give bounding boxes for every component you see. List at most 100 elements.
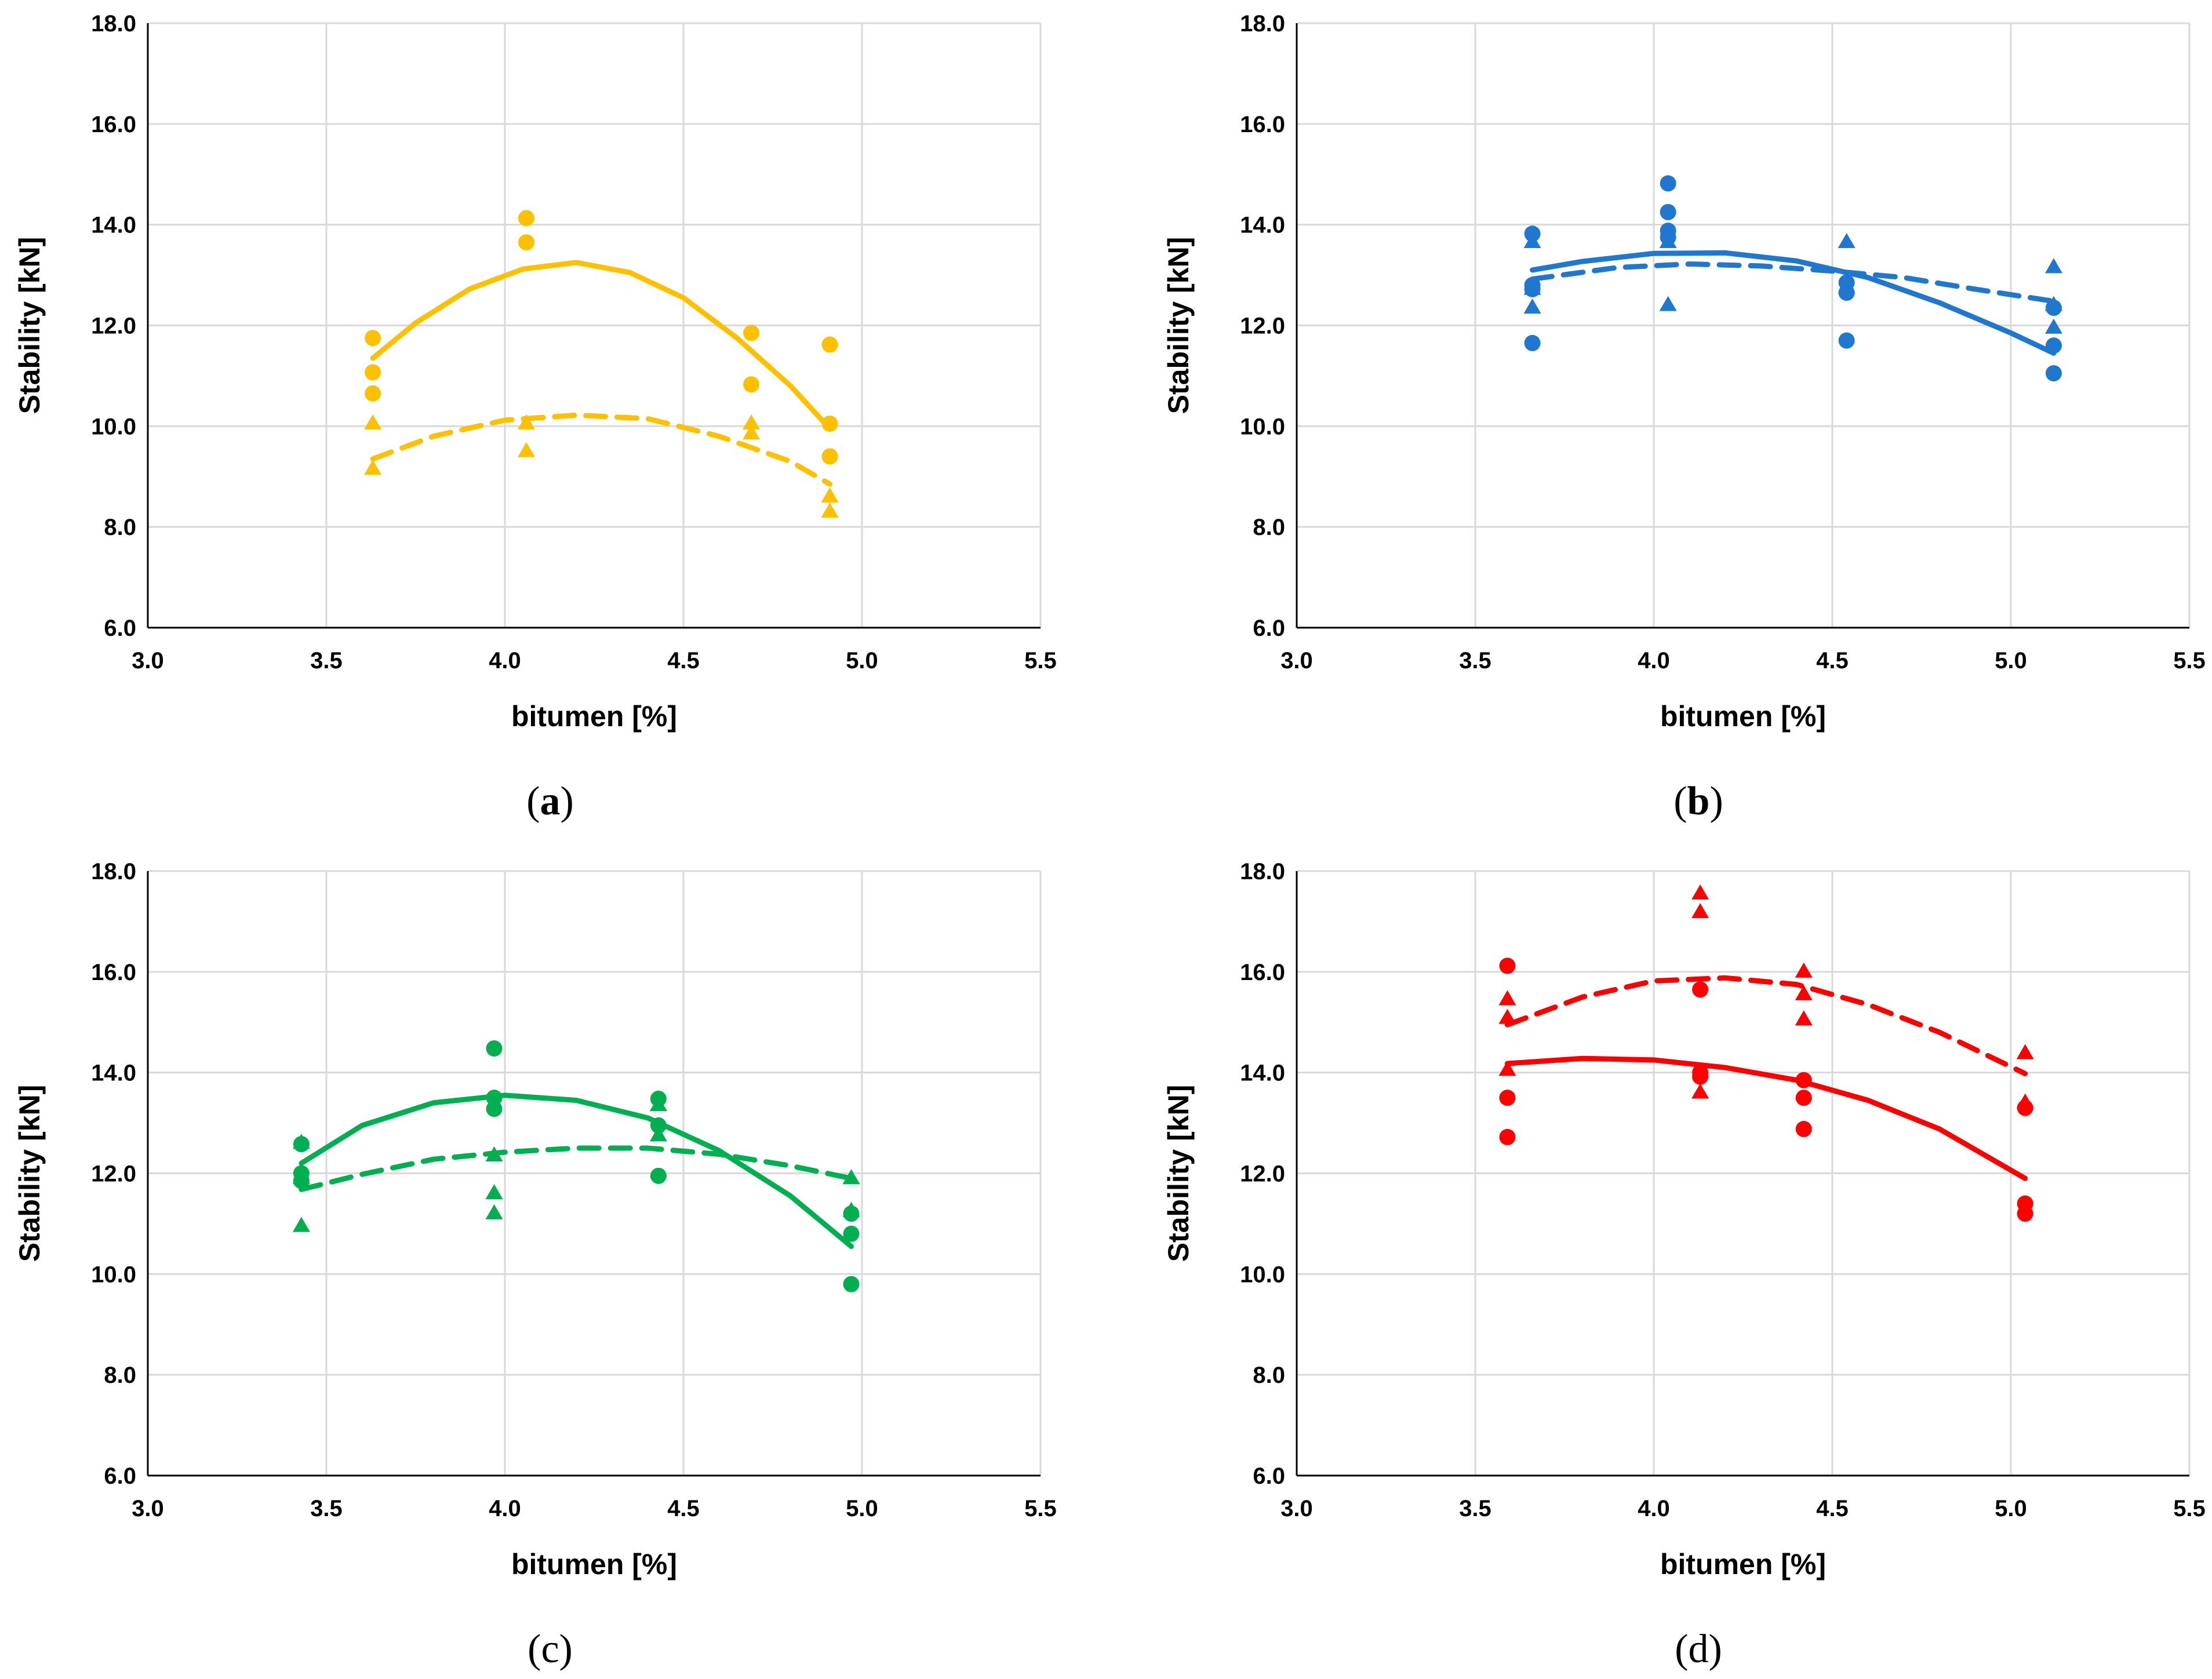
chart-panel-c: 6.0 8.0 10.0 12.0 14.0 16.0 18.0 3.0 3.5 4.0 4.5 5.… — [13, 859, 1057, 1671]
triangle-point — [517, 414, 535, 429]
grid — [148, 870, 1042, 1476]
dashed-trend-line — [370, 412, 833, 487]
triangle-point — [517, 442, 535, 457]
series-circles — [365, 210, 838, 465]
x-axis-title: bitumen [%] — [1660, 1548, 1826, 1580]
x-axis-title: bitumen [%] — [1660, 700, 1826, 733]
circle-point — [1692, 1068, 1709, 1085]
circle-point — [743, 376, 760, 393]
circle-point — [650, 1167, 667, 1184]
x-tick-label: 4.5 — [667, 648, 700, 673]
panel-caption-letter: b — [1687, 779, 1710, 824]
grid — [1297, 870, 2191, 1476]
chart-panel-b: 6.0 8.0 10.0 12.0 14.0 16.0 18.0 3.0 3.5 4.0 4.5 5.… — [1162, 11, 2206, 824]
triangle-point — [1838, 232, 1856, 248]
triangle-point — [364, 414, 382, 429]
triangle-point — [842, 1201, 860, 1217]
triangle-point — [1498, 990, 1516, 1006]
x-tick-label: 5.0 — [846, 1496, 878, 1521]
y-tick-label: 6.0 — [1253, 615, 1285, 641]
solid-trend-line — [370, 260, 833, 432]
y-tick-label: 8.0 — [104, 1363, 136, 1388]
series-triangles — [1498, 884, 2034, 1109]
triangle-point — [1691, 903, 1709, 919]
triangle-point — [2016, 1044, 2034, 1059]
circle-point — [365, 385, 381, 402]
x-tick-label: 4.0 — [1638, 1496, 1670, 1521]
triangle-point — [2044, 258, 2062, 274]
circle-point — [365, 330, 381, 347]
y-tick-label: 18.0 — [1240, 11, 1285, 37]
circle-point — [1499, 957, 1516, 974]
x-axis-title: bitumen [%] — [511, 1548, 677, 1580]
series-circles — [293, 1040, 860, 1292]
x-tick-label: 4.5 — [667, 1496, 700, 1521]
circle-point — [2045, 365, 2062, 382]
dashed-trend-line — [1530, 261, 2057, 304]
series-triangles-trend — [370, 412, 833, 487]
y-tick-label: 14.0 — [1240, 1061, 1285, 1086]
triangle-point — [842, 1169, 860, 1185]
y-tick-label: 10.0 — [1240, 414, 1285, 439]
series-circles — [1524, 175, 2062, 382]
triangle-point — [1659, 232, 1677, 248]
triangle-point — [1498, 1061, 1516, 1076]
series-circles-trend — [299, 1092, 854, 1249]
y-tick-label: 8.0 — [104, 515, 136, 540]
dashed-trend-line — [1504, 975, 2028, 1076]
triangle-point — [292, 1217, 310, 1232]
panel-caption: (c) — [527, 1627, 573, 1671]
chart-panel-d: 6.0 8.0 10.0 12.0 14.0 16.0 18.0 3.0 3.5 4.0 4.5 5.… — [1162, 859, 2206, 1671]
triangle-point — [1795, 962, 1813, 978]
y-tick-label: 18.0 — [91, 859, 136, 884]
series-triangles — [292, 1096, 860, 1232]
dashed-trend-line — [299, 1145, 854, 1192]
triangle-point — [743, 424, 761, 440]
x-tick-label: 4.5 — [1816, 648, 1849, 673]
circle-point — [1499, 1128, 1516, 1145]
x-tick-label: 3.5 — [310, 1496, 343, 1521]
y-tick-label: 14.0 — [91, 1061, 136, 1086]
triangle-point — [2016, 1093, 2034, 1109]
circle-point — [1660, 203, 1676, 220]
x-axis-title: bitumen [%] — [511, 700, 677, 733]
triangle-point — [649, 1126, 667, 1142]
y-tick-label: 10.0 — [91, 414, 136, 439]
circle-point — [1795, 1121, 1812, 1138]
triangle-point — [2044, 296, 2062, 311]
x-tick-label: 4.0 — [489, 1496, 521, 1521]
y-tick-label: 6.0 — [104, 615, 136, 641]
panel-caption-letter: a — [540, 779, 561, 824]
y-tick-label: 12.0 — [91, 1161, 136, 1187]
y-tick-label: 12.0 — [91, 314, 136, 339]
y-tick-label: 12.0 — [1240, 1161, 1285, 1187]
triangle-point — [1523, 232, 1541, 248]
x-tick-label: 4.5 — [1816, 1496, 1849, 1521]
circle-point — [821, 448, 838, 465]
x-tick-label: 5.0 — [1995, 1496, 2027, 1521]
y-axis-title: Stability [kN] — [1162, 237, 1195, 414]
y-axis-title: Stability [kN] — [13, 237, 46, 414]
series-circles-trend — [370, 260, 833, 432]
triangle-point — [743, 414, 761, 429]
series-triangles-trend — [1504, 975, 2028, 1076]
solid-trend-line — [1530, 250, 2057, 356]
x-tick-label: 4.0 — [1638, 648, 1670, 673]
series-triangles — [364, 414, 839, 518]
series-circles-trend — [1504, 1055, 2028, 1181]
solid-trend-line — [1504, 1055, 2028, 1181]
chart-panel-a: 6.0 8.0 10.0 12.0 14.0 16.0 18.0 3.0 3.5 4.0 4.5 5.… — [13, 11, 1057, 824]
x-tick-label: 5.0 — [846, 648, 878, 673]
series-triangles-trend — [299, 1145, 854, 1192]
series-triangles-trend — [1530, 261, 2057, 304]
series-triangles — [1523, 232, 2062, 334]
circle-point — [365, 364, 381, 381]
triangle-point — [2044, 318, 2062, 334]
x-tick-label: 3.5 — [1459, 648, 1491, 673]
y-tick-label: 12.0 — [1240, 314, 1285, 339]
circle-point — [2017, 1205, 2033, 1222]
y-tick-label: 14.0 — [1240, 213, 1285, 238]
x-tick-label: 3.0 — [132, 1496, 164, 1521]
circle-point — [1838, 332, 1855, 349]
